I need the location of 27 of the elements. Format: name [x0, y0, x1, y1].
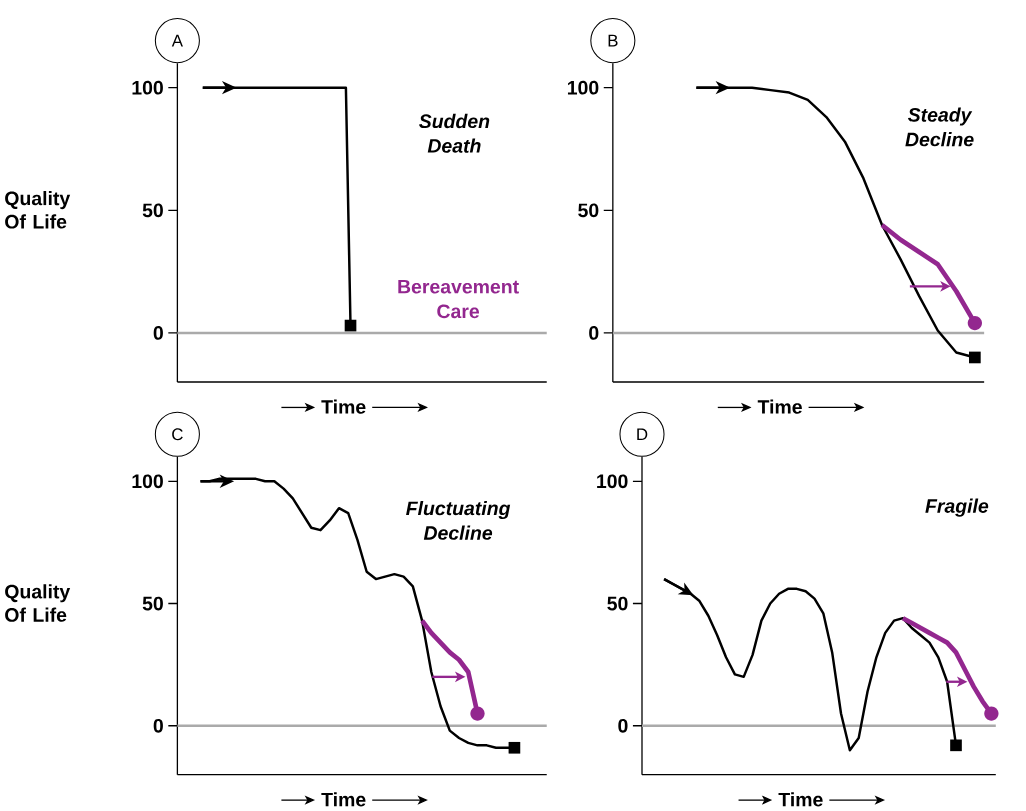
text: D	[637, 428, 648, 441]
text: B	[608, 34, 618, 47]
text: Fluctuating Decline	[406, 501, 511, 540]
y-tick-label: 50	[142, 203, 163, 218]
text: Sudden Death	[419, 113, 490, 153]
y-axis-title: Quality Of Life	[5, 584, 71, 622]
y-tick-label: 100	[132, 80, 163, 95]
text: Steady Decline	[905, 107, 974, 147]
x-axis-title: Time	[321, 792, 366, 807]
x-axis-title: Time	[778, 792, 823, 807]
y-tick-label: 50	[142, 596, 163, 611]
x-axis-title: Time	[321, 399, 366, 414]
y-axis-title: Quality Of Life	[5, 191, 71, 229]
y-tick-label: 50	[607, 596, 628, 611]
y-tick-label: 100	[567, 80, 599, 95]
y-tick-label: 100	[597, 474, 628, 489]
y-tick-label: 100	[132, 474, 163, 489]
annotation: Bereavement Care	[398, 280, 519, 319]
x-axis-title: Time	[757, 399, 802, 414]
y-tick-label: 0	[618, 718, 628, 733]
y-tick-label: 0	[153, 718, 163, 733]
y-tick-label: 50	[578, 203, 599, 218]
text: Fragile	[925, 498, 989, 517]
y-tick-label: 0	[153, 326, 163, 340]
y-tick-label: 0	[589, 326, 599, 340]
text: A	[171, 34, 183, 47]
text: C	[172, 428, 183, 441]
